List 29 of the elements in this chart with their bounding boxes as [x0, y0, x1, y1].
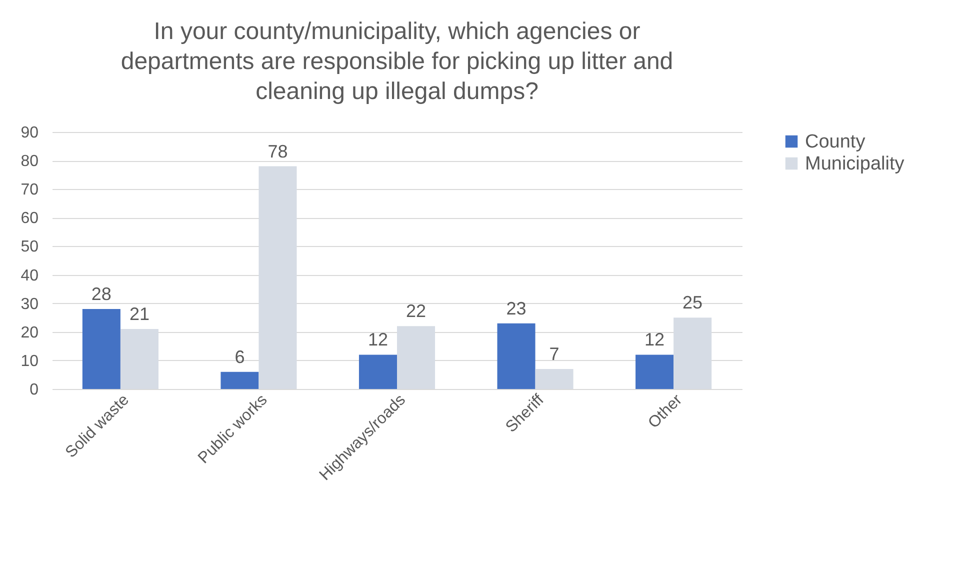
y-tick-label: 0 [30, 382, 39, 398]
bar [535, 369, 574, 389]
legend-label: Municipality [805, 154, 905, 174]
bar [358, 354, 397, 389]
legend-label: County [805, 132, 866, 152]
y-tick-label: 90 [20, 124, 39, 142]
data-label: 7 [549, 344, 560, 364]
y-tick-label: 80 [20, 153, 39, 170]
y-tick-label: 70 [20, 182, 39, 199]
data-label: 22 [406, 301, 426, 322]
y-tick-label: 20 [20, 324, 39, 342]
data-label: 6 [234, 346, 245, 367]
chart-title: In your county/municipality, which agencies or departments are responsible for picking up litter and cleaning up illegal dumps? [120, 18, 674, 105]
data-label: 21 [129, 304, 150, 324]
data-label: 23 [506, 298, 526, 318]
bar [82, 309, 120, 389]
data-label: 12 [368, 330, 388, 350]
bar [497, 323, 536, 389]
bar [636, 354, 674, 389]
data-label: 12 [644, 330, 665, 350]
y-tick-label: 10 [20, 352, 39, 370]
data-label: 28 [91, 284, 112, 304]
bar [220, 372, 259, 389]
y-tick-label: 60 [20, 210, 39, 228]
data-label: 78 [268, 141, 288, 162]
data-label: 25 [682, 292, 703, 313]
y-tick-label: 30 [20, 296, 39, 313]
y-tick-label: 40 [20, 267, 39, 284]
y-tick-label: 50 [20, 238, 39, 256]
